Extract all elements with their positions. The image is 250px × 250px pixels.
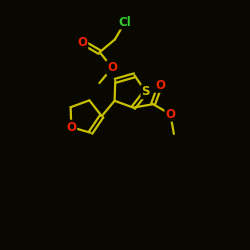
Text: O: O (77, 36, 87, 49)
Text: O: O (155, 79, 165, 92)
Text: O: O (107, 61, 117, 74)
Text: O: O (166, 108, 175, 121)
Text: S: S (142, 86, 150, 98)
Text: O: O (66, 121, 76, 134)
Text: Cl: Cl (119, 16, 132, 28)
